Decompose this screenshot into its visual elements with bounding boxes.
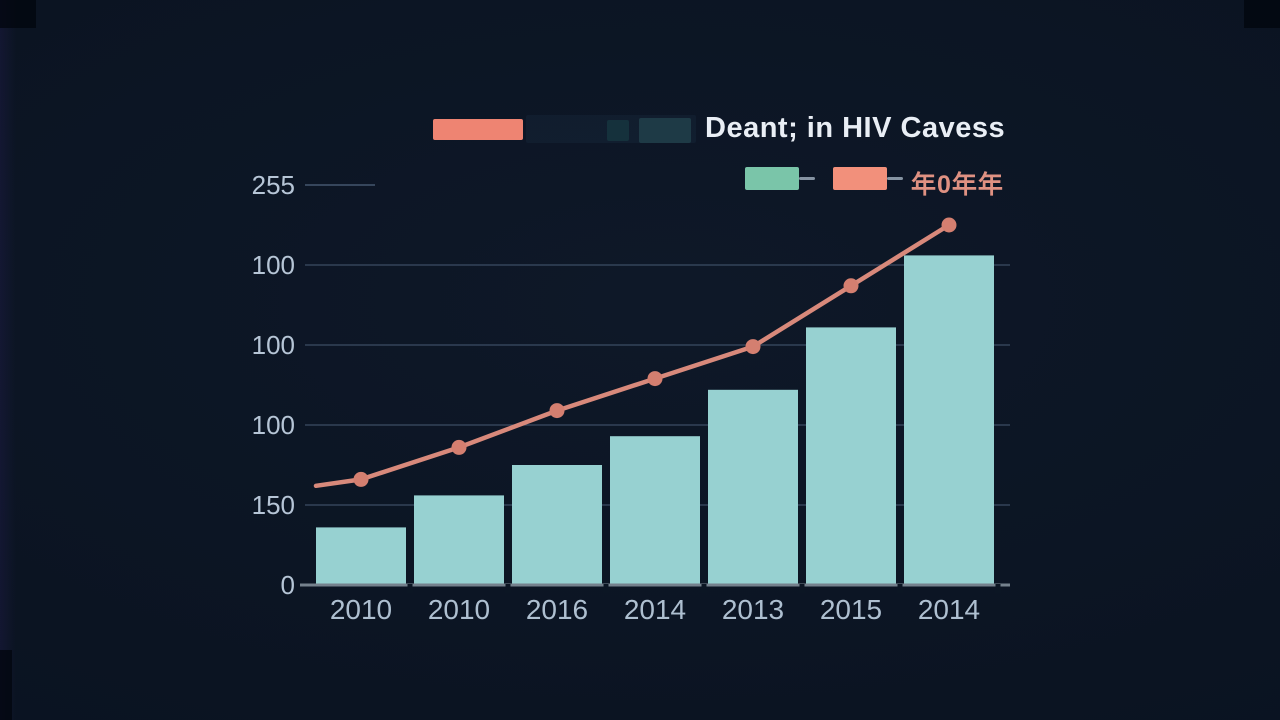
y-tick-label: 255 — [252, 170, 295, 200]
bar-2010-1 — [316, 527, 406, 585]
trend-line — [313, 222, 952, 489]
legend-dash — [887, 177, 903, 180]
x-tick-label: 2015 — [820, 594, 882, 625]
line-point-6 — [843, 278, 859, 294]
line-point-4 — [647, 371, 663, 387]
y-tick-label: 100 — [252, 410, 295, 440]
y-tick-label: 100 — [252, 250, 295, 280]
x-tick-label: 2013 — [722, 594, 784, 625]
title-swatch-dark-small — [607, 120, 629, 141]
chart-title: Deant; in HIV Cavess — [705, 112, 1006, 144]
line-point-7 — [941, 217, 957, 233]
title-swatch-salmon — [433, 119, 523, 140]
bar-2014-4 — [610, 436, 700, 585]
legend-label: 年0年年 — [911, 171, 1004, 199]
line-point-2 — [451, 439, 467, 455]
bar-2015-6 — [806, 327, 896, 585]
line-point-5 — [745, 339, 761, 355]
x-tick-label: 2010 — [330, 594, 392, 625]
legend-dash — [799, 177, 815, 180]
legend-swatch-salmon — [833, 167, 887, 190]
x-tick-label: 2010 — [428, 594, 490, 625]
bar-2014-7 — [904, 255, 994, 585]
y-tick-label: 100 — [252, 330, 295, 360]
y-tick-label: 150 — [252, 490, 295, 520]
y-tick-label: 0 — [281, 570, 295, 600]
line-point-1 — [353, 471, 369, 487]
bar-2016-3 — [512, 465, 602, 585]
legend-swatch-teal — [745, 167, 799, 190]
x-tick-label: 2014 — [624, 594, 686, 625]
title-swatch-dark — [639, 118, 691, 143]
x-tick-label: 2014 — [918, 594, 980, 625]
x-tick-label: 2016 — [526, 594, 588, 625]
bar-2010-2 — [414, 495, 504, 585]
bar-2013-5 — [708, 389, 798, 585]
line-point-3 — [549, 403, 565, 419]
